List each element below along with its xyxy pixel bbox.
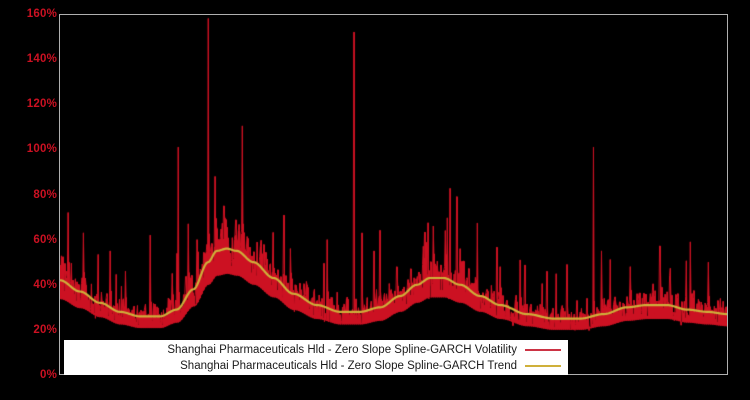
legend-swatch-volatility bbox=[525, 348, 561, 351]
y-tick-label: 100% bbox=[26, 143, 57, 156]
y-tick-label: 20% bbox=[33, 323, 57, 336]
y-tick-label: 80% bbox=[33, 188, 57, 201]
legend-label-volatility: Shanghai Pharmaceuticals Hld - Zero Slop… bbox=[167, 343, 517, 356]
chart-legend: Shanghai Pharmaceuticals Hld - Zero Slop… bbox=[64, 340, 568, 375]
y-tick-label: 40% bbox=[33, 278, 57, 291]
y-tick-label: 120% bbox=[26, 98, 57, 111]
y-tick-label: 0% bbox=[39, 369, 57, 381]
y-tick-label: 60% bbox=[33, 233, 57, 246]
y-tick-label: 160% bbox=[26, 8, 57, 20]
y-axis: 0% 20% 40% 60% 80% 100% 120% 140% 160% bbox=[0, 0, 57, 400]
plot-area bbox=[60, 15, 727, 374]
legend-entry-trend: Shanghai Pharmaceuticals Hld - Zero Slop… bbox=[65, 358, 567, 374]
legend-entry-volatility: Shanghai Pharmaceuticals Hld - Zero Slop… bbox=[65, 342, 567, 358]
legend-label-trend: Shanghai Pharmaceuticals Hld - Zero Slop… bbox=[180, 359, 517, 372]
y-tick-label: 140% bbox=[26, 53, 57, 66]
legend-swatch-trend bbox=[525, 364, 561, 367]
